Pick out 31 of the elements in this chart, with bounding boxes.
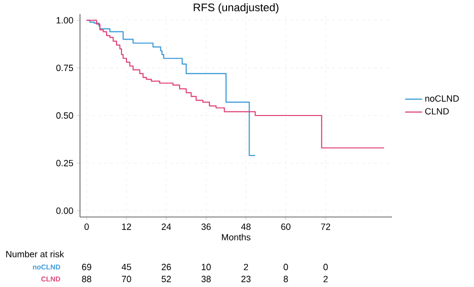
chart-title: RFS (unadjusted) xyxy=(194,3,278,14)
x-tick-label: 48 xyxy=(241,224,251,230)
text: 23 xyxy=(241,276,251,282)
x-tick-label: 72 xyxy=(321,224,330,230)
legend-label: noCLND xyxy=(425,95,459,102)
y-tick-label: 0.00 xyxy=(56,208,74,214)
x-axis-title: Months xyxy=(222,234,250,240)
text: 45 xyxy=(122,264,132,270)
text: 2 xyxy=(324,276,328,282)
y-tick-label: 0.25 xyxy=(56,160,74,166)
y-tick-label: 0.50 xyxy=(56,112,74,119)
text: 0 xyxy=(323,264,328,270)
x-tick-label: 0 xyxy=(84,224,89,230)
text: Number at risk xyxy=(6,250,64,258)
x-tick-label: 36 xyxy=(201,224,211,230)
y-tick-label: 0.75 xyxy=(56,64,74,72)
text: 8 xyxy=(284,276,288,282)
text: 69 xyxy=(82,264,92,270)
x-tick-label: 60 xyxy=(281,224,290,230)
text: 2 xyxy=(244,264,248,270)
text: 38 xyxy=(201,276,211,282)
text: 88 xyxy=(82,276,92,282)
x-tick-label: 24 xyxy=(162,224,172,230)
text: 10 xyxy=(202,264,211,270)
x-tick-label: 12 xyxy=(122,224,132,230)
legend-label: CLND xyxy=(425,108,449,114)
text: 26 xyxy=(162,264,171,270)
y-tick-label: 1.00 xyxy=(56,17,74,24)
text: 52 xyxy=(162,276,171,282)
text: 70 xyxy=(122,276,132,282)
text: 0 xyxy=(284,264,288,270)
